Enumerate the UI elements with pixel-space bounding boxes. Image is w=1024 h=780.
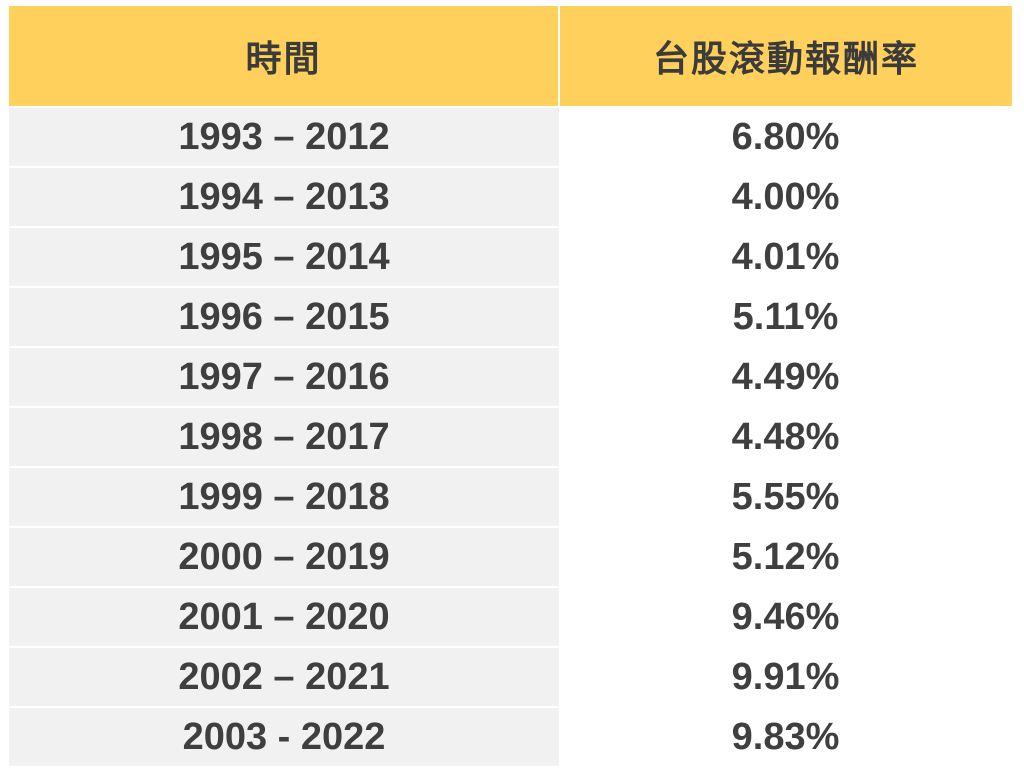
return-value-cell: 5.11% bbox=[559, 286, 1012, 347]
return-value-cell: 6.80% bbox=[559, 106, 1012, 167]
period-cell: 1993 – 2012 bbox=[9, 106, 559, 167]
rolling-return-table: 時間 台股滾動報酬率 1993 – 2012 6.80% 1994 – 2013 4.… bbox=[9, 6, 1012, 766]
period-cell: 2000 – 2019 bbox=[9, 526, 559, 587]
period-cell: 2002 – 2021 bbox=[9, 646, 559, 707]
period-cell: 1996 – 2015 bbox=[9, 286, 559, 347]
table-row: 1997 – 2016 4.49% bbox=[9, 346, 1012, 407]
return-value-cell: 9.83% bbox=[559, 706, 1012, 766]
table-header: 時間 台股滾動報酬率 bbox=[9, 6, 1012, 107]
header-period: 時間 bbox=[9, 6, 559, 107]
header-row: 時間 台股滾動報酬率 bbox=[9, 6, 1012, 107]
return-value-cell: 9.46% bbox=[559, 586, 1012, 647]
return-value-cell: 4.48% bbox=[559, 406, 1012, 467]
return-value-cell: 4.00% bbox=[559, 166, 1012, 227]
table-row: 1999 – 2018 5.55% bbox=[9, 466, 1012, 527]
table-row: 2001 – 2020 9.46% bbox=[9, 586, 1012, 647]
table-row: 1993 – 2012 6.80% bbox=[9, 106, 1012, 167]
period-cell: 1999 – 2018 bbox=[9, 466, 559, 527]
table-row: 2000 – 2019 5.12% bbox=[9, 526, 1012, 587]
period-cell: 1997 – 2016 bbox=[9, 346, 559, 407]
period-cell: 2001 – 2020 bbox=[9, 586, 559, 647]
return-value-cell: 5.12% bbox=[559, 526, 1012, 587]
return-value-cell: 5.55% bbox=[559, 466, 1012, 527]
period-cell: 1998 – 2017 bbox=[9, 406, 559, 467]
period-cell: 2003 - 2022 bbox=[9, 706, 559, 766]
period-cell: 1995 – 2014 bbox=[9, 226, 559, 287]
return-value-cell: 9.91% bbox=[559, 646, 1012, 707]
period-cell: 1994 – 2013 bbox=[9, 166, 559, 227]
table-row: 2003 - 2022 9.83% bbox=[9, 706, 1012, 766]
table-row: 1996 – 2015 5.11% bbox=[9, 286, 1012, 347]
table-body: 1993 – 2012 6.80% 1994 – 2013 4.00% 1995 – 2… bbox=[9, 106, 1012, 766]
table-row: 1998 – 2017 4.48% bbox=[9, 406, 1012, 467]
return-value-cell: 4.01% bbox=[559, 226, 1012, 287]
table-row: 1994 – 2013 4.00% bbox=[9, 166, 1012, 227]
table-row: 2002 – 2021 9.91% bbox=[9, 646, 1012, 707]
return-value-cell: 4.49% bbox=[559, 346, 1012, 407]
header-return: 台股滾動報酬率 bbox=[558, 6, 1012, 107]
table-row: 1995 – 2014 4.01% bbox=[9, 226, 1012, 287]
